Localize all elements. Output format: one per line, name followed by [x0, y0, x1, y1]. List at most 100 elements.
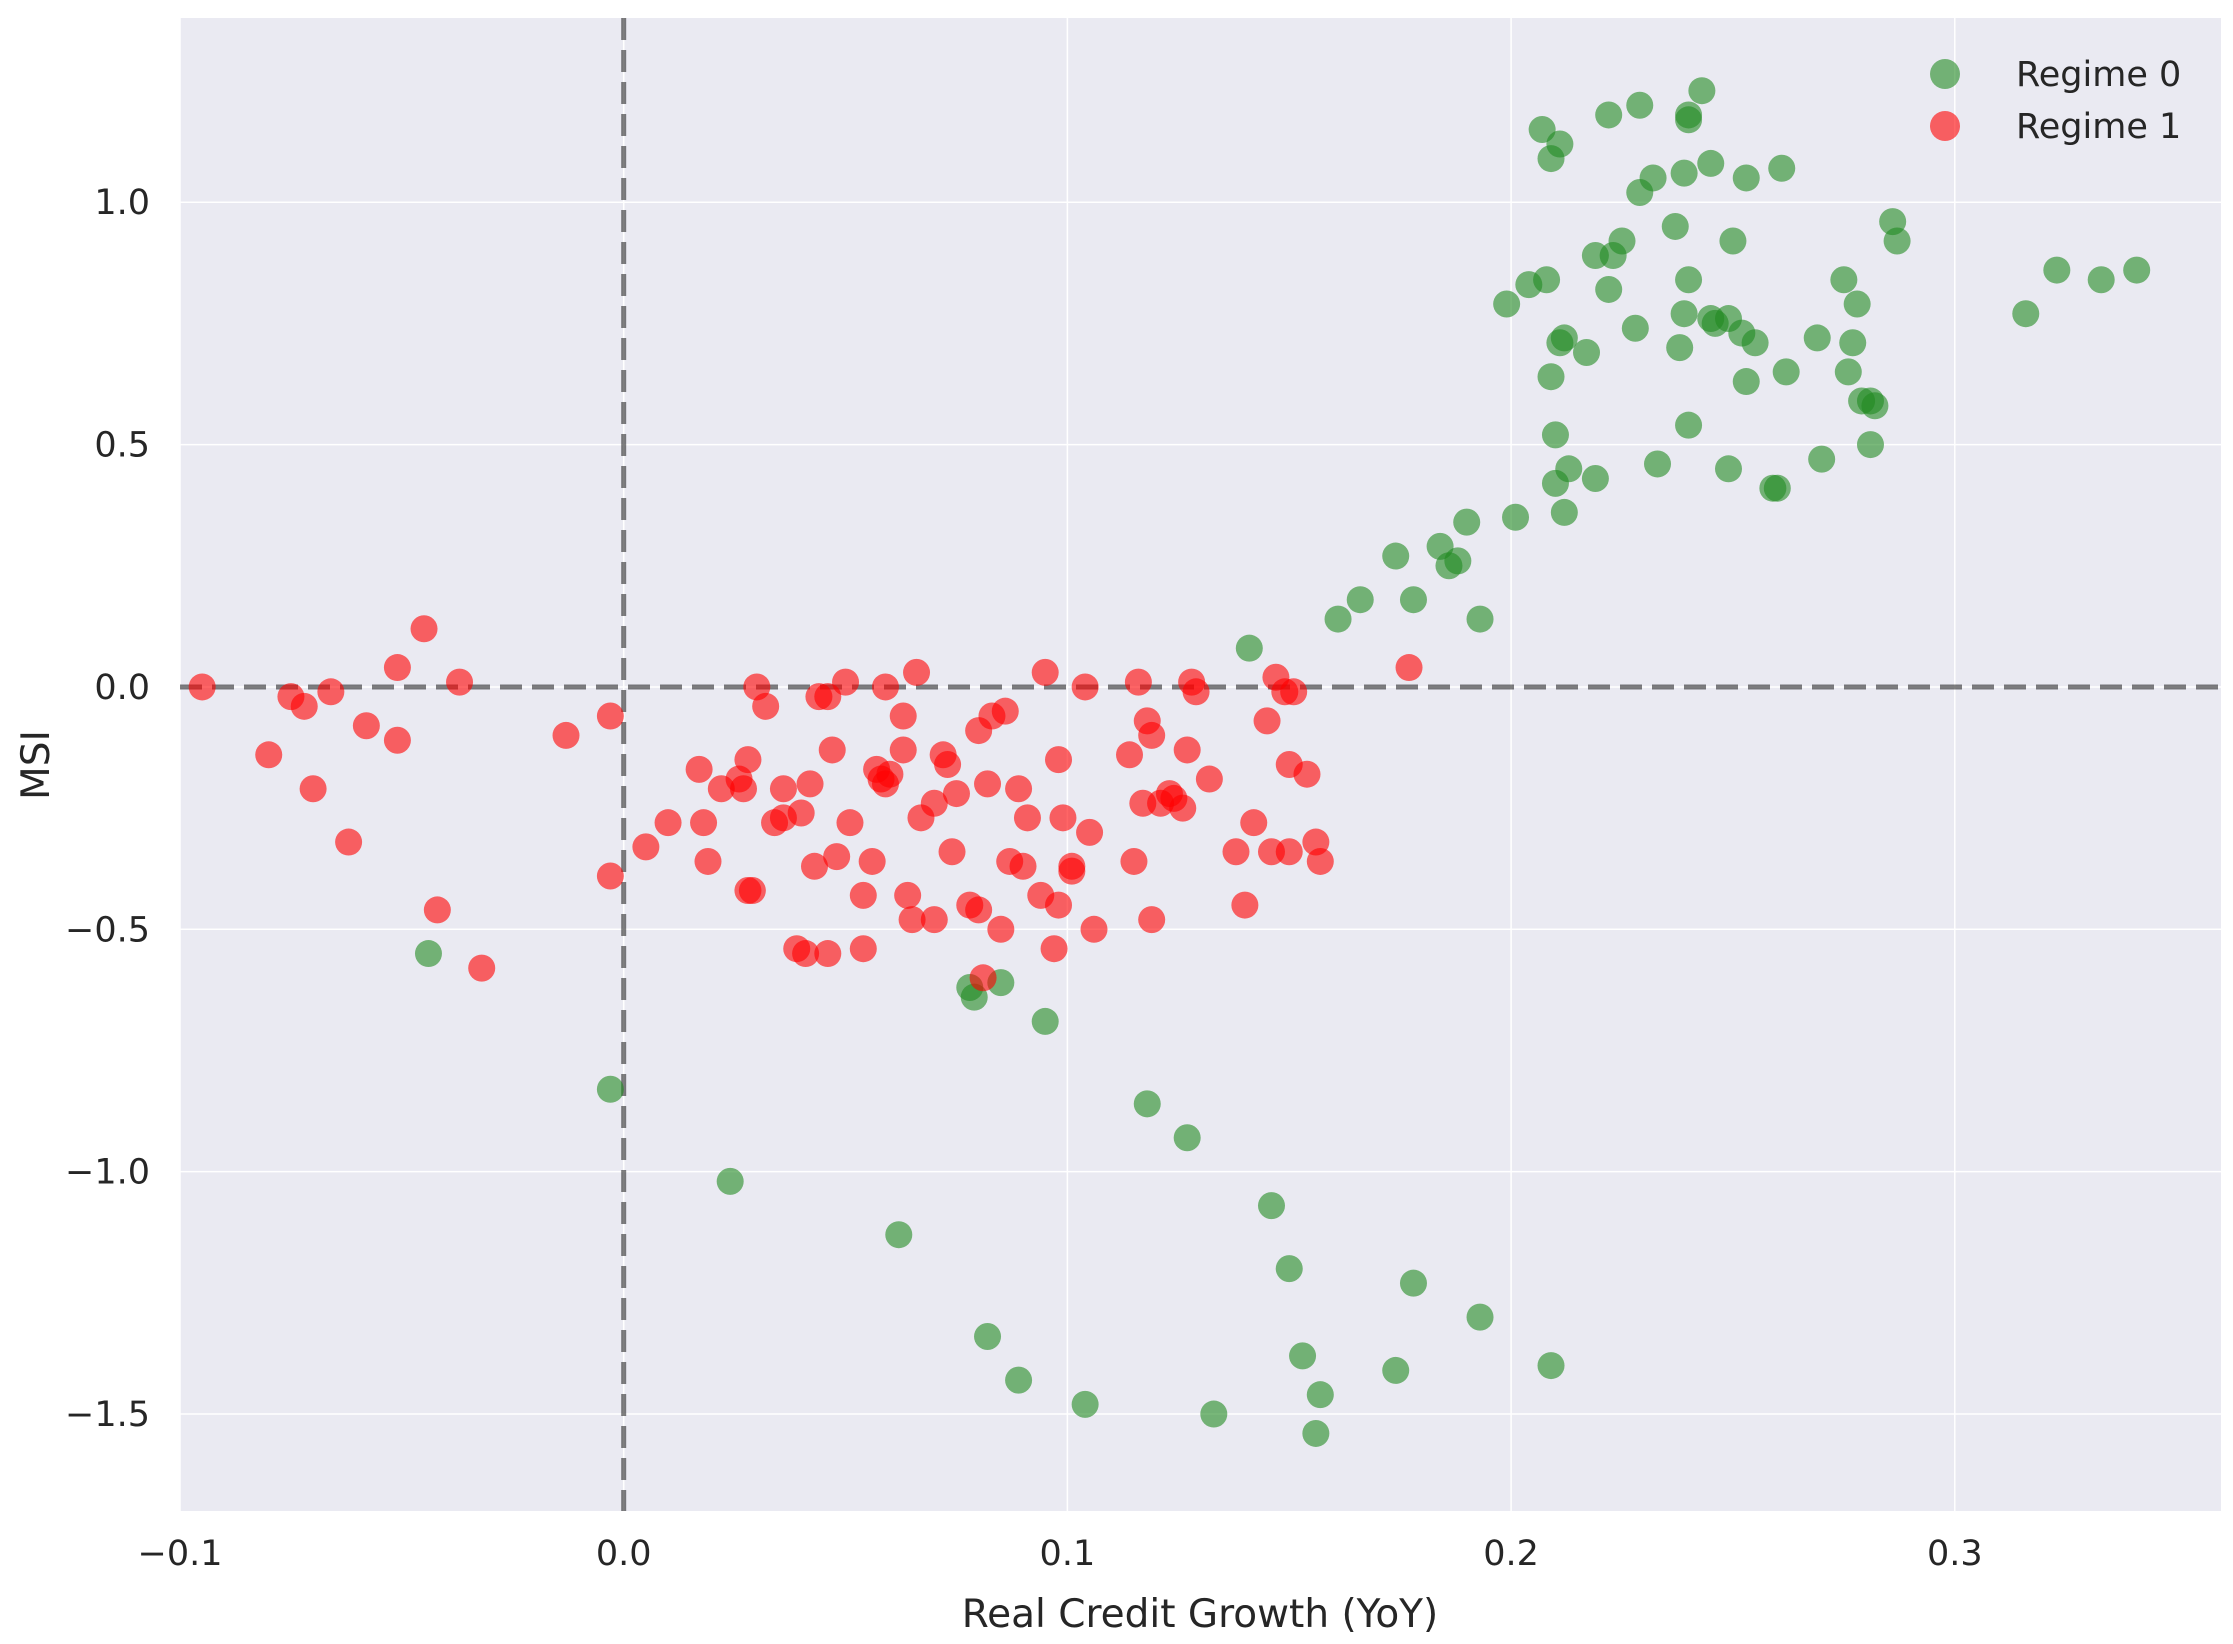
data-point: [1714, 455, 1742, 483]
data-point: [1533, 266, 1561, 294]
data-point: [1502, 503, 1530, 531]
data-point: [1240, 809, 1268, 837]
data-point: [1045, 746, 1073, 774]
data-point: [920, 789, 948, 817]
data-point: [1595, 275, 1623, 303]
data-point: [1581, 465, 1609, 493]
data-point: [1275, 1255, 1303, 1283]
data-point: [1466, 1303, 1494, 1331]
data-point: [1675, 101, 1703, 129]
data-point: [446, 668, 474, 696]
data-point: [1138, 906, 1166, 934]
data-point: [1772, 358, 1800, 386]
data-point: [1031, 1007, 1059, 1035]
legend-label: Regime 1: [2016, 107, 2181, 147]
data-point: [2087, 266, 2115, 294]
data-point: [796, 770, 824, 798]
data-point: [1382, 1356, 1410, 1384]
data-point: [1741, 329, 1769, 357]
data-point: [1173, 736, 1201, 764]
data-point: [1040, 935, 1068, 963]
data-point: [894, 881, 922, 909]
data-point: [1861, 392, 1889, 420]
data-point: [814, 940, 842, 968]
data-point: [552, 721, 580, 749]
data-point: [1883, 227, 1911, 255]
data-point: [938, 838, 966, 866]
data-point: [1045, 891, 1073, 919]
data-point: [1644, 450, 1672, 478]
data-point: [1049, 804, 1077, 832]
data-point: [188, 673, 216, 701]
data-point: [1675, 266, 1703, 294]
data-point: [1009, 852, 1037, 880]
data-point: [1138, 721, 1166, 749]
data-point: [1550, 324, 1578, 352]
data-point: [889, 736, 917, 764]
data-point: [1346, 586, 1374, 614]
data-point: [1257, 1192, 1285, 1220]
data-point: [1808, 445, 1836, 473]
data-point: [1235, 634, 1263, 662]
data-point: [1324, 605, 1352, 633]
data-point: [596, 862, 624, 890]
data-point: [1275, 838, 1303, 866]
data-point: [974, 1322, 1002, 1350]
data-point: [1688, 77, 1716, 105]
legend-marker: [1930, 111, 1960, 141]
data-point: [885, 1221, 913, 1249]
data-point: [1830, 266, 1858, 294]
data-point: [423, 896, 451, 924]
data-point: [889, 702, 917, 730]
data-point: [1182, 678, 1210, 706]
legend-label: Regime 0: [2016, 55, 2181, 95]
data-point: [468, 954, 496, 982]
data-point: [965, 896, 993, 924]
data-point: [690, 809, 718, 837]
y-tick-label: 0.0: [94, 668, 150, 708]
data-point: [876, 760, 904, 788]
data-point: [1626, 91, 1654, 119]
data-point: [596, 1075, 624, 1103]
data-point: [1116, 741, 1144, 769]
data-point: [1222, 838, 1250, 866]
data-point: [694, 847, 722, 875]
data-point: [410, 615, 438, 643]
data-point: [792, 940, 820, 968]
x-tick-label: 0.0: [596, 1534, 652, 1574]
reference-lines: [180, 18, 2221, 1511]
data-point: [1120, 847, 1148, 875]
data-point: [1005, 1366, 1033, 1394]
data-point: [1541, 469, 1569, 497]
data-point: [1302, 1419, 1330, 1447]
data-point: [898, 906, 926, 934]
data-point: [1546, 130, 1574, 158]
data-point: [1675, 411, 1703, 439]
data-point: [2043, 256, 2071, 284]
data-point: [934, 751, 962, 778]
data-point: [1768, 154, 1796, 182]
data-point: [1289, 1342, 1317, 1370]
x-tick-label: −0.1: [138, 1534, 223, 1574]
data-point: [1200, 1400, 1228, 1428]
data-point: [414, 940, 442, 968]
data-point: [1080, 915, 1108, 943]
data-point: [1173, 1124, 1201, 1152]
data-point: [1382, 542, 1410, 570]
data-point: [836, 809, 864, 837]
data-point: [1013, 804, 1041, 832]
y-tick-label: 0.5: [94, 426, 150, 466]
y-axis-ticks: −1.5 −1.0 −0.5 0.0 0.5 1.0: [65, 183, 150, 1435]
data-point: [1071, 673, 1099, 701]
data-point: [738, 877, 766, 905]
data-point: [1537, 1352, 1565, 1380]
y-axis-label: MSI: [14, 730, 59, 800]
data-point: [987, 915, 1015, 943]
data-point: [1626, 179, 1654, 207]
data-point: [800, 852, 828, 880]
data-point: [991, 697, 1019, 725]
data-point: [1666, 334, 1694, 362]
data-point: [1169, 794, 1197, 822]
data-point: [920, 906, 948, 934]
